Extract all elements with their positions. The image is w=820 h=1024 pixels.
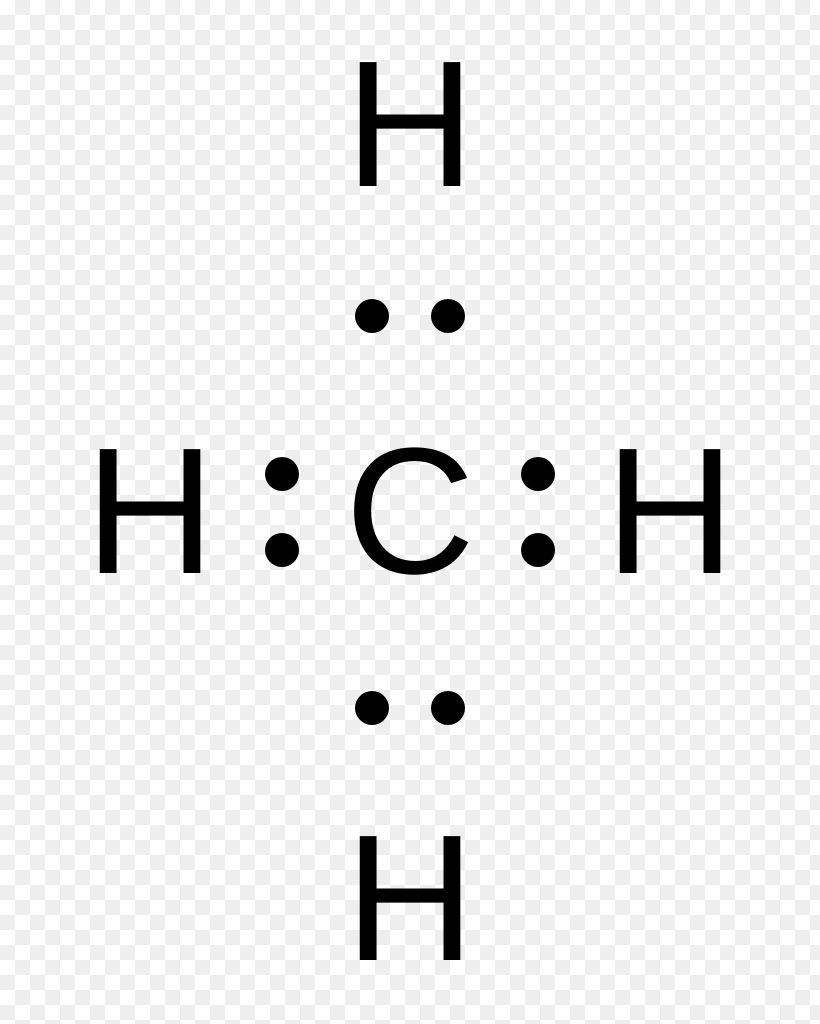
lewis-structure-diagram: CHHHH (0, 0, 820, 1024)
electron-dot (431, 299, 465, 333)
atom-top: H (345, 35, 475, 215)
atom-bottom: H (345, 809, 475, 989)
electron-dot (265, 533, 299, 567)
atom-right: H (605, 422, 735, 602)
atom-center: C (345, 422, 475, 602)
electron-dot (265, 457, 299, 491)
electron-dot (355, 299, 389, 333)
atom-left: H (85, 422, 215, 602)
electron-dot (521, 533, 555, 567)
electron-dot (431, 691, 465, 725)
electron-dot (521, 457, 555, 491)
electron-dot (355, 691, 389, 725)
